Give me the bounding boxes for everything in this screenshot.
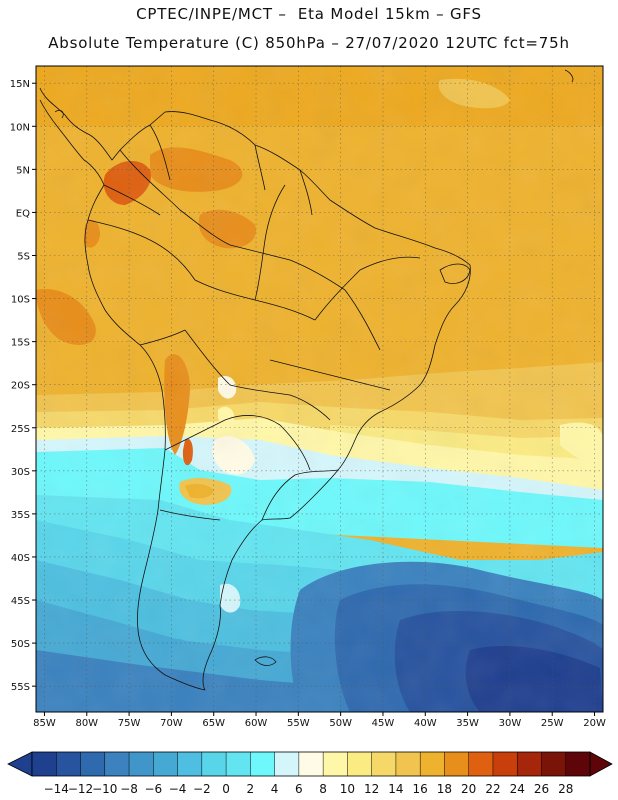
colorbar-label: 18 — [437, 782, 452, 796]
colorbar-swatch — [153, 752, 178, 776]
colorbar-swatch — [298, 752, 324, 776]
lat-label: 55S — [11, 682, 30, 693]
colorbar-swatch — [274, 752, 300, 776]
colorbar-label: 16 — [413, 782, 428, 796]
colorbar-label: −12 — [68, 782, 93, 796]
colorbar-swatch — [517, 752, 542, 776]
colorbar-label: 4 — [271, 782, 279, 796]
longitude-labels: 85W 80W 75W 70W 65W 60W 55W 50W 45W 40W 35W 30W 25W 2… — [33, 712, 606, 729]
colorbar-swatch — [56, 752, 81, 776]
colorbar-label: 2 — [247, 782, 255, 796]
colorbar-swatch — [565, 752, 591, 776]
lon-label: 85W — [33, 718, 56, 729]
colorbar-label: 14 — [388, 782, 403, 796]
map-frame — [35, 65, 604, 713]
lat-label: 40S — [11, 553, 30, 564]
colorbar-swatch — [129, 752, 154, 776]
colorbar-label: −8 — [120, 782, 138, 796]
lon-label: 65W — [202, 718, 225, 729]
lon-label: 30W — [499, 718, 522, 729]
colorbar-label: −4 — [169, 782, 187, 796]
colorbar-swatch — [201, 752, 227, 776]
colorbar-swatch — [371, 752, 397, 776]
colorbar-overflow-arrow — [589, 751, 613, 777]
lon-label: 40W — [414, 718, 437, 729]
colorbar-label: 28 — [558, 782, 573, 796]
lat-label: 15S — [11, 338, 30, 349]
lon-label: 20W — [583, 718, 606, 729]
colorbar-label: 10 — [340, 782, 355, 796]
colorbar-swatch — [32, 752, 57, 776]
lon-label: 70W — [160, 718, 183, 729]
colorbar-swatch — [226, 752, 251, 776]
colorbar-label: −14 — [44, 782, 69, 796]
lon-label: 35W — [456, 718, 479, 729]
colorbar-swatch — [395, 752, 421, 776]
lon-label: 80W — [75, 718, 98, 729]
colorbar-label: 0 — [222, 782, 230, 796]
colorbar-label: 6 — [295, 782, 303, 796]
colorbar-frame — [31, 751, 591, 777]
lat-label: 35S — [11, 510, 30, 521]
colorbar-label: −6 — [144, 782, 162, 796]
colorbar-swatch — [104, 752, 130, 776]
colorbar-label: 12 — [364, 782, 379, 796]
colorbar-swatch — [323, 752, 348, 776]
latitude-labels: 15N 10N 5N EQ 5S 10S 15S 20S 25S 30S 35S 40S 45S 50S 5… — [10, 79, 36, 693]
lat-label: 5N — [16, 165, 30, 176]
colorbar-label: 8 — [319, 782, 327, 796]
colorbar-swatch — [177, 752, 203, 776]
temperature-field — [36, 66, 603, 712]
colorbar-swatch — [444, 752, 469, 776]
lat-label: 25S — [11, 424, 30, 435]
lat-label: 20S — [11, 381, 30, 392]
colorbar-swatch — [468, 752, 494, 776]
colorbar-underflow-arrow — [7, 751, 33, 777]
colorbar-labels: −14−12−10 −8 −6 −4 −2 0 2 4 6 8 10 12 14 16 18 20 22 24 26… — [44, 782, 574, 796]
colorbar-swatch — [420, 752, 445, 776]
lon-label: 55W — [287, 718, 310, 729]
lat-label: 10N — [10, 122, 30, 133]
colorbar-swatch — [347, 752, 372, 776]
lat-label: 45S — [11, 596, 30, 607]
colorbar-swatch — [541, 752, 567, 776]
lat-label: 10S — [11, 295, 30, 306]
lon-label: 50W — [329, 718, 352, 729]
colorbar-label: 22 — [485, 782, 500, 796]
title-line-2: Absolute Temperature (C) 850hPa – 27/07/… — [48, 34, 570, 52]
colorbar-label: −10 — [92, 782, 117, 796]
lon-label: 45W — [372, 718, 395, 729]
colorbar-label: −2 — [193, 782, 211, 796]
colorbar-label: 24 — [510, 782, 525, 796]
colorbar-swatch — [492, 752, 518, 776]
lat-label: 30S — [11, 467, 30, 478]
lat-label: 5S — [17, 251, 30, 262]
colorbar-label: 20 — [461, 782, 476, 796]
colorbar-swatch — [80, 752, 106, 776]
lon-label: 60W — [245, 718, 268, 729]
coastlines — [39, 69, 574, 691]
lon-label: 25W — [541, 718, 564, 729]
colorbar-label: 26 — [534, 782, 549, 796]
lon-label: 75W — [118, 718, 141, 729]
graticule — [36, 66, 603, 712]
colorbar-swatch — [250, 752, 275, 776]
title-line-1: CPTEC/INPE/MCT – Eta Model 15km – GFS — [136, 5, 482, 23]
lat-label: 50S — [11, 639, 30, 650]
lat-label: EQ — [16, 208, 30, 219]
lat-label: 15N — [10, 79, 30, 90]
colorbar — [7, 751, 613, 777]
